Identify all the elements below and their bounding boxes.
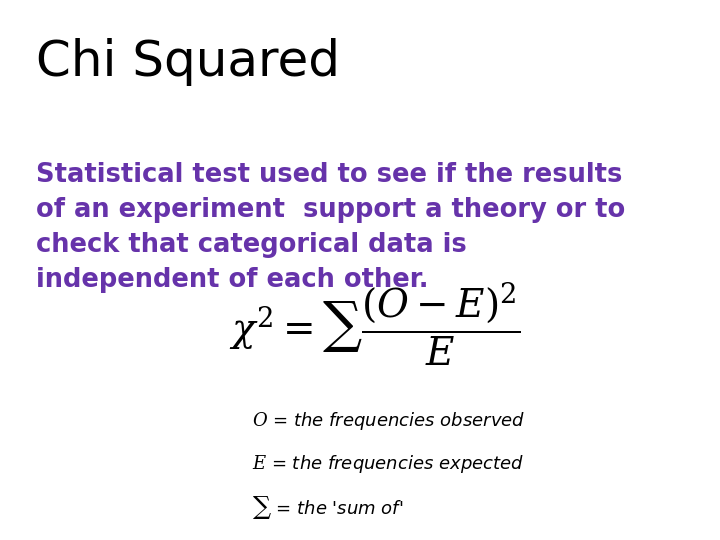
Text: Statistical test used to see if the results
of an experiment  support a theory o: Statistical test used to see if the resu… (36, 162, 625, 293)
Text: Chi Squared: Chi Squared (36, 38, 340, 86)
Text: $O$ = the frequencies observed: $O$ = the frequencies observed (252, 410, 526, 432)
Text: $\sum$ = the 'sum of': $\sum$ = the 'sum of' (252, 494, 403, 521)
Text: $E$ = the frequencies expected: $E$ = the frequencies expected (252, 454, 524, 475)
Text: $\chi^{2} = \sum \dfrac{(O - E)^{2}}{E}$: $\chi^{2} = \sum \dfrac{(O - E)^{2}}{E}$ (229, 280, 520, 368)
